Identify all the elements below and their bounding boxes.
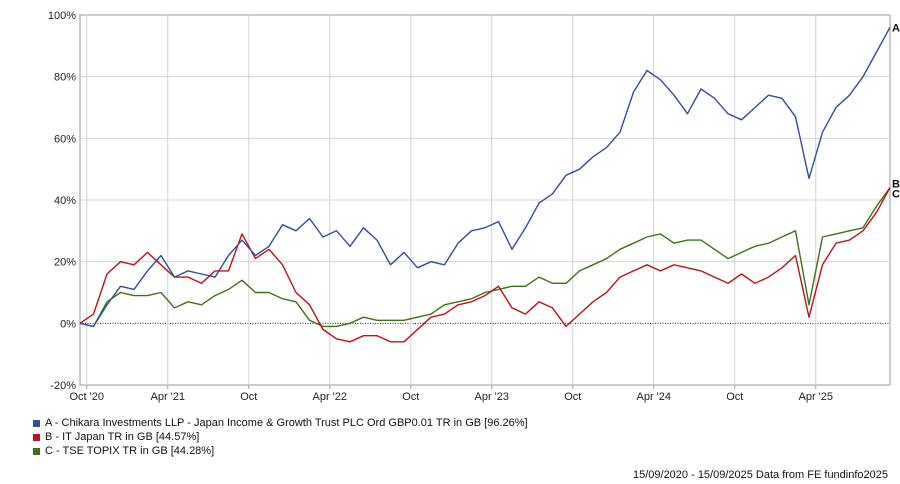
series-line-b <box>79 187 891 343</box>
x-tick-label: Apr '23 <box>474 391 509 403</box>
legend-label-a: A - Chikara Investments LLP - Japan Inco… <box>45 417 528 429</box>
legend-item-b: B - IT Japan TR in GB [44.57%] <box>33 430 528 444</box>
date-range-footer: 15/09/2020 - 15/09/2025 Data from FE fun… <box>632 469 888 481</box>
y-tick-label: 100% <box>48 10 76 22</box>
y-tick-label: 80% <box>54 72 76 84</box>
legend-item-a: A - Chikara Investments LLP - Japan Inco… <box>33 416 528 430</box>
x-tick-label: Oct <box>402 391 419 403</box>
legend-swatch-c <box>33 447 40 455</box>
x-tick-label: Oct '20 <box>69 391 104 403</box>
x-tick-label: Apr '25 <box>798 391 833 403</box>
series-lines <box>79 26 891 343</box>
x-tick-label: Oct <box>564 391 581 403</box>
legend-item-c: C - TSE TOPIX TR in GB [44.28%] <box>33 444 528 458</box>
grid <box>79 14 891 389</box>
end-label-a: A <box>892 22 900 34</box>
series-line-a <box>79 26 891 328</box>
x-tick-label: Oct <box>240 391 257 403</box>
legend-label-c: C - TSE TOPIX TR in GB [44.28%] <box>45 445 215 457</box>
y-tick-label: 0% <box>60 318 76 330</box>
legend: A - Chikara Investments LLP - Japan Inco… <box>33 416 528 458</box>
series-end-labels: A BC <box>892 22 900 200</box>
x-tick-label: Apr '22 <box>312 391 347 403</box>
y-tick-label: 40% <box>54 195 76 207</box>
line-chart: -20%0%20%40%60%80%100% Oct '20 Apr '21 Oct… <box>48 10 900 403</box>
y-tick-label: 60% <box>54 133 76 145</box>
x-tick-label: Apr '24 <box>636 391 671 403</box>
x-axis-tick-labels: Oct '20 Apr '21 Oct Apr '22 Oct Apr '23 Oct Apr… <box>69 391 833 403</box>
x-tick-label: Apr '21 <box>150 391 185 403</box>
legend-swatch-b <box>33 433 40 441</box>
end-label-b: B <box>892 179 900 191</box>
y-axis-tick-labels: -20% 0% 20% 40% 60% 80% 100% <box>48 10 76 392</box>
end-label-c: C <box>892 189 900 201</box>
legend-swatch-a <box>33 419 40 427</box>
x-tick-label: Oct <box>726 391 743 403</box>
series-line-c <box>79 187 891 328</box>
y-tick-label: -20% <box>50 380 76 392</box>
legend-label-b: B - IT Japan TR in GB [44.57%] <box>45 431 200 443</box>
y-tick-label: 20% <box>54 257 76 269</box>
